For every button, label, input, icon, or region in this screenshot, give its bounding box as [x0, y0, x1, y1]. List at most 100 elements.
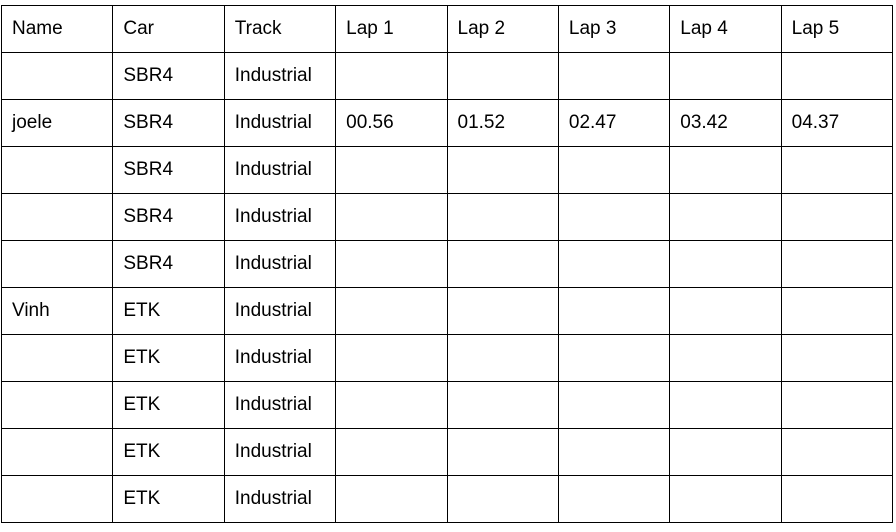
table-cell	[335, 240, 448, 288]
table-cell: ETK	[112, 287, 225, 335]
table-cell: Vinh	[0, 287, 114, 335]
table-cell	[0, 428, 114, 476]
table-cell: Industrial	[223, 193, 337, 241]
table-cell	[557, 334, 671, 382]
table-cell: Industrial	[223, 428, 337, 476]
table-cell	[557, 381, 671, 429]
table-cell: 02.47	[557, 99, 671, 147]
table-row: SBR4 Industrial	[0, 193, 894, 241]
table-cell	[780, 287, 894, 335]
table-row: SBR4 Industrial	[0, 146, 894, 194]
table-cell	[557, 475, 671, 523]
table-cell: 04.37	[780, 99, 894, 147]
table-cell	[335, 475, 448, 523]
header-cell: Lap 2	[446, 5, 559, 53]
table-cell	[557, 193, 671, 241]
table-cell: Industrial	[223, 287, 337, 335]
table-cell	[780, 146, 894, 194]
table-row: SBR4 Industrial	[0, 52, 894, 100]
table-cell: Industrial	[223, 334, 337, 382]
header-cell: Lap 1	[335, 5, 448, 53]
table-row: Vinh ETK Industrial	[0, 287, 894, 335]
lap-table: Name Car Track Lap 1 Lap 2 Lap 3 Lap 4 Lap 5 SB…	[0, 5, 894, 523]
table-cell: joele	[0, 99, 114, 147]
table-cell	[780, 52, 894, 100]
table-cell	[335, 381, 448, 429]
table-body: SBR4 Industrial joele SBR4 Industrial 00.56 01…	[0, 52, 894, 523]
header-cell: Lap 3	[557, 5, 671, 53]
table-cell	[669, 52, 782, 100]
table-cell	[335, 287, 448, 335]
table-cell	[0, 193, 114, 241]
table-cell: Industrial	[223, 475, 337, 523]
table-cell	[446, 146, 559, 194]
table-cell	[780, 381, 894, 429]
table-row: SBR4 Industrial	[0, 240, 894, 288]
table-cell: Industrial	[223, 52, 337, 100]
table-cell: 03.42	[669, 99, 782, 147]
table-cell	[780, 475, 894, 523]
table-row: ETK Industrial	[0, 475, 894, 523]
table-cell	[446, 193, 559, 241]
table-cell	[557, 240, 671, 288]
table-cell	[335, 428, 448, 476]
table-cell: 01.52	[446, 99, 559, 147]
table-cell: ETK	[112, 381, 225, 429]
table-cell	[446, 334, 559, 382]
header-row: Name Car Track Lap 1 Lap 2 Lap 3 Lap 4 Lap 5	[0, 5, 894, 53]
table-cell	[0, 475, 114, 523]
header-cell: Name	[0, 5, 114, 53]
table-cell	[446, 381, 559, 429]
table-cell: Industrial	[223, 146, 337, 194]
table-cell	[669, 287, 782, 335]
table-cell	[669, 146, 782, 194]
header-cell: Lap 5	[780, 5, 894, 53]
table-row: ETK Industrial	[0, 334, 894, 382]
table-cell	[335, 193, 448, 241]
table-cell	[557, 287, 671, 335]
table-cell: Industrial	[223, 99, 337, 147]
table-cell	[335, 334, 448, 382]
table-cell	[0, 146, 114, 194]
table-row: ETK Industrial	[0, 381, 894, 429]
table-cell	[557, 52, 671, 100]
table-row: joele SBR4 Industrial 00.56 01.52 02.47 03.42 0…	[0, 99, 894, 147]
table-row: ETK Industrial	[0, 428, 894, 476]
table-cell: Industrial	[223, 381, 337, 429]
table-header: Name Car Track Lap 1 Lap 2 Lap 3 Lap 4 Lap 5	[0, 5, 894, 53]
table-cell	[780, 428, 894, 476]
table-cell: 00.56	[335, 99, 448, 147]
table-cell	[446, 475, 559, 523]
header-cell: Track	[223, 5, 337, 53]
table-cell	[669, 334, 782, 382]
table-cell	[0, 240, 114, 288]
table-cell	[446, 240, 559, 288]
table-cell	[446, 52, 559, 100]
table-cell	[557, 428, 671, 476]
table-cell	[669, 475, 782, 523]
table-cell	[446, 428, 559, 476]
header-cell: Lap 4	[669, 5, 782, 53]
table-cell	[669, 428, 782, 476]
header-cell: Car	[112, 5, 225, 53]
table-cell	[780, 334, 894, 382]
table-cell	[0, 381, 114, 429]
table-cell: ETK	[112, 334, 225, 382]
table-cell	[0, 334, 114, 382]
table-cell: Industrial	[223, 240, 337, 288]
table-cell	[446, 287, 559, 335]
table-cell	[557, 146, 671, 194]
table-cell	[0, 52, 114, 100]
table-cell	[780, 240, 894, 288]
table-cell: SBR4	[112, 52, 225, 100]
table-cell	[669, 240, 782, 288]
table-cell: SBR4	[112, 99, 225, 147]
table-cell: SBR4	[112, 146, 225, 194]
table-cell: ETK	[112, 428, 225, 476]
table-cell: SBR4	[112, 240, 225, 288]
table-cell	[335, 146, 448, 194]
table-cell	[669, 381, 782, 429]
table-cell: ETK	[112, 475, 225, 523]
table-cell	[780, 193, 894, 241]
